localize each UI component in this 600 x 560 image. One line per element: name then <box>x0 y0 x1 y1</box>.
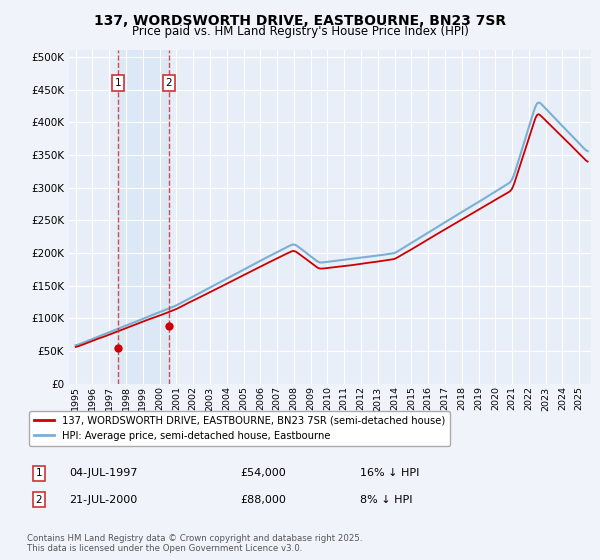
Text: 2: 2 <box>35 494 43 505</box>
Text: 8% ↓ HPI: 8% ↓ HPI <box>360 494 413 505</box>
Text: Price paid vs. HM Land Registry's House Price Index (HPI): Price paid vs. HM Land Registry's House … <box>131 25 469 38</box>
Text: 137, WORDSWORTH DRIVE, EASTBOURNE, BN23 7SR: 137, WORDSWORTH DRIVE, EASTBOURNE, BN23 … <box>94 14 506 28</box>
Text: 2: 2 <box>166 78 172 88</box>
Text: Contains HM Land Registry data © Crown copyright and database right 2025.
This d: Contains HM Land Registry data © Crown c… <box>27 534 362 553</box>
Text: £88,000: £88,000 <box>240 494 286 505</box>
Text: 1: 1 <box>35 468 43 478</box>
Text: 16% ↓ HPI: 16% ↓ HPI <box>360 468 419 478</box>
Text: 04-JUL-1997: 04-JUL-1997 <box>69 468 137 478</box>
Text: 21-JUL-2000: 21-JUL-2000 <box>69 494 137 505</box>
Text: 1: 1 <box>115 78 121 88</box>
Bar <box>118 50 169 384</box>
Text: £54,000: £54,000 <box>240 468 286 478</box>
Legend: 137, WORDSWORTH DRIVE, EASTBOURNE, BN23 7SR (semi-detached house), HPI: Average : 137, WORDSWORTH DRIVE, EASTBOURNE, BN23 … <box>29 411 450 446</box>
